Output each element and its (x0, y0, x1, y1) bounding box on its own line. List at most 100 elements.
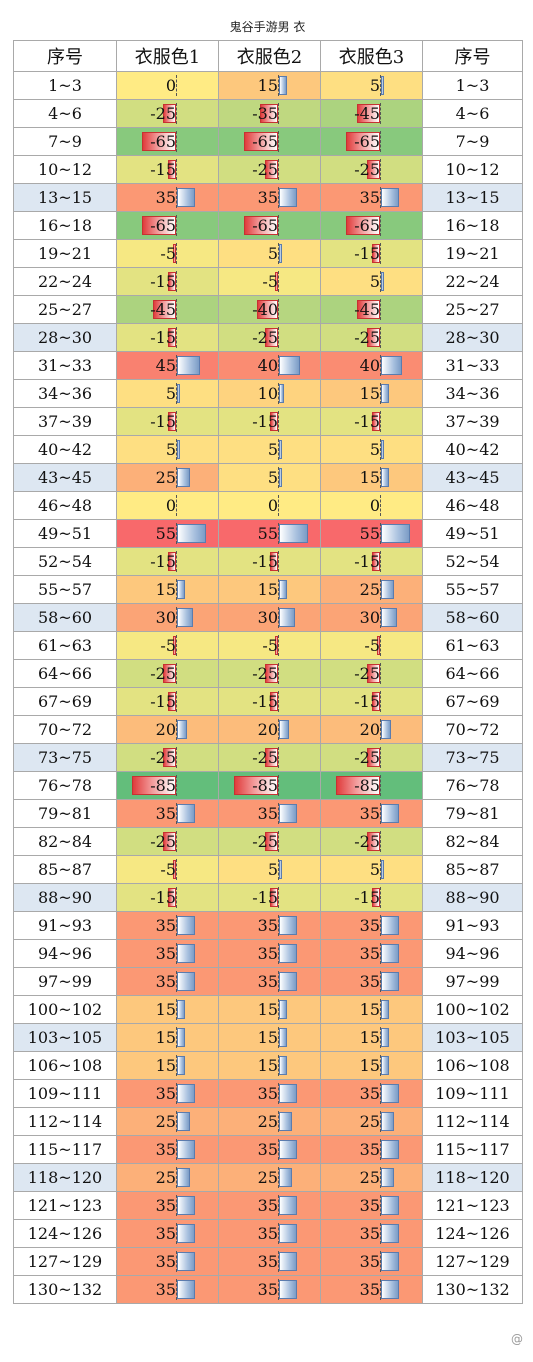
bar-axis (380, 1251, 381, 1272)
value-number: 35 (257, 972, 278, 991)
value-number: -85 (252, 776, 278, 795)
value-cell: -15 (116, 687, 219, 716)
bar-axis (278, 243, 279, 264)
seq-cell-right: 82~84 (422, 827, 523, 856)
bar-axis (380, 691, 381, 712)
value-cell: -45 (116, 295, 219, 324)
negative-data-bar (265, 748, 278, 767)
positive-data-bar (381, 1112, 394, 1131)
seq-cell-left: 106~108 (13, 1051, 117, 1080)
bar-axis (176, 1195, 177, 1216)
seq-cell-right: 91~93 (422, 911, 523, 940)
value-cell: 35 (218, 1079, 321, 1108)
positive-data-bar (177, 1168, 190, 1187)
positive-data-bar (381, 1056, 389, 1075)
negative-data-bar (152, 300, 176, 319)
value-cell: -15 (320, 239, 423, 268)
value-cell: 5 (320, 71, 423, 100)
bar-axis (278, 467, 279, 488)
bar-axis (278, 775, 279, 796)
value-number: 40 (257, 356, 278, 375)
value-number: 35 (359, 972, 380, 991)
value-number: 35 (359, 188, 380, 207)
positive-data-bar (177, 188, 196, 207)
value-cell: 15 (218, 1051, 321, 1080)
header-color-3: 衣服色3 (320, 40, 423, 72)
value-number: 15 (257, 1056, 278, 1075)
seq-cell-left: 61~63 (13, 631, 117, 660)
table-row: 130~132 35 35 35 130~132 (13, 1275, 523, 1304)
value-number: 55 (155, 524, 176, 543)
value-number: 25 (359, 580, 380, 599)
bar-axis (380, 635, 381, 656)
table-row: 88~90 -15 -15 -15 88~90 (13, 883, 523, 912)
negative-data-bar (270, 888, 278, 907)
bar-axis (380, 887, 381, 908)
value-number: -65 (252, 216, 278, 235)
seq-cell-right: 1~3 (422, 71, 523, 100)
positive-data-bar (381, 524, 410, 543)
value-number: -15 (150, 692, 176, 711)
positive-data-bar (381, 1196, 400, 1215)
value-number: 5 (267, 860, 278, 879)
table-row: 94~96 35 35 35 94~96 (13, 939, 523, 968)
positive-data-bar (279, 944, 298, 963)
positive-data-bar (177, 1028, 185, 1047)
value-number: 35 (155, 1252, 176, 1271)
value-cell: -5 (218, 267, 321, 296)
bar-axis (176, 523, 177, 544)
bar-axis (278, 103, 279, 124)
table-row: 115~117 35 35 35 115~117 (13, 1135, 523, 1164)
seq-cell-left: 100~102 (13, 995, 117, 1024)
value-number: -25 (150, 104, 176, 123)
positive-data-bar (177, 356, 201, 375)
bar-axis (380, 523, 381, 544)
value-cell: -15 (320, 547, 423, 576)
value-cell: 25 (320, 575, 423, 604)
value-cell: 35 (218, 1247, 321, 1276)
negative-data-bar (142, 132, 176, 151)
seq-cell-left: 91~93 (13, 911, 117, 940)
bar-axis (380, 439, 381, 460)
negative-data-bar (168, 552, 176, 571)
bar-axis (380, 999, 381, 1020)
value-number: 35 (155, 1280, 176, 1299)
positive-data-bar (279, 1112, 292, 1131)
negative-data-bar (265, 160, 278, 179)
bar-axis (278, 271, 279, 292)
positive-data-bar (177, 720, 188, 739)
value-number: 20 (359, 720, 380, 739)
seq-cell-left: 16~18 (13, 211, 117, 240)
value-number: 25 (257, 1168, 278, 1187)
value-cell: 15 (116, 995, 219, 1024)
value-cell: 15 (320, 1023, 423, 1052)
value-cell: -15 (116, 407, 219, 436)
bar-axis (176, 215, 177, 236)
table-row: 43~45 25 5 15 43~45 (13, 463, 523, 492)
seq-cell-left: 112~114 (13, 1107, 117, 1136)
bar-axis (278, 327, 279, 348)
bar-axis (278, 859, 279, 880)
negative-data-bar (372, 692, 380, 711)
value-cell: 35 (320, 1219, 423, 1248)
value-cell: -25 (320, 659, 423, 688)
value-cell: 35 (218, 939, 321, 968)
bar-axis (380, 75, 381, 96)
table-row: 73~75 -25 -25 -25 73~75 (13, 743, 523, 772)
table-row: 7~9 -65 -65 -65 7~9 (13, 127, 523, 156)
positive-data-bar (381, 1140, 400, 1159)
value-cell: 20 (116, 715, 219, 744)
bar-axis (176, 719, 177, 740)
seq-cell-left: 34~36 (13, 379, 117, 408)
positive-data-bar (177, 1084, 196, 1103)
value-number: 35 (359, 1084, 380, 1103)
value-number: 25 (359, 1112, 380, 1131)
table-row: 121~123 35 35 35 121~123 (13, 1191, 523, 1220)
value-number: -15 (252, 412, 278, 431)
bar-axis (278, 411, 279, 432)
bar-axis (176, 663, 177, 684)
positive-data-bar (177, 1252, 196, 1271)
value-cell: 15 (320, 995, 423, 1024)
value-number: -45 (354, 300, 380, 319)
seq-cell-left: 130~132 (13, 1275, 117, 1304)
